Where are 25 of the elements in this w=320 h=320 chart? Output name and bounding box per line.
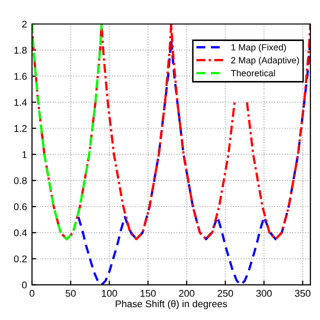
y-tick-label: 0.4	[14, 229, 27, 236]
y-tick-label: 2	[22, 20, 27, 28]
y-tick-label: 1.2	[14, 125, 27, 132]
y-tick-label: 0.2	[14, 255, 27, 262]
legend-label: Theoretical	[230, 70, 275, 76]
legend-label: 1 Map (Fixed)	[231, 44, 286, 52]
x-tick-label: 350	[294, 290, 310, 297]
y-tick-label: 1	[22, 151, 27, 158]
x-tick-label: 200	[179, 290, 194, 297]
x-tick-label: 0	[30, 290, 34, 297]
y-tick-label: 1.8	[14, 46, 27, 54]
line-series	[77, 38, 310, 285]
y-tick-label: 0.6	[14, 203, 27, 210]
y-tick-label: 0.8	[14, 177, 27, 184]
y-tick-label: 0	[22, 282, 27, 288]
y-tick-label: 1.4	[14, 99, 27, 106]
line-series	[32, 24, 103, 240]
x-tick-label: 250	[218, 290, 234, 297]
y-tick-label: 1.6	[14, 72, 27, 80]
legend-label: 2 Map (Adaptive)	[231, 56, 299, 66]
x-axis-title: Phase Shift (θ) in degrees	[116, 300, 228, 310]
x-tick-label: 300	[256, 290, 272, 297]
x-tick-label: 100	[102, 290, 118, 297]
x-tick-label: 50	[66, 290, 76, 297]
x-tick-label: 150	[140, 290, 156, 297]
